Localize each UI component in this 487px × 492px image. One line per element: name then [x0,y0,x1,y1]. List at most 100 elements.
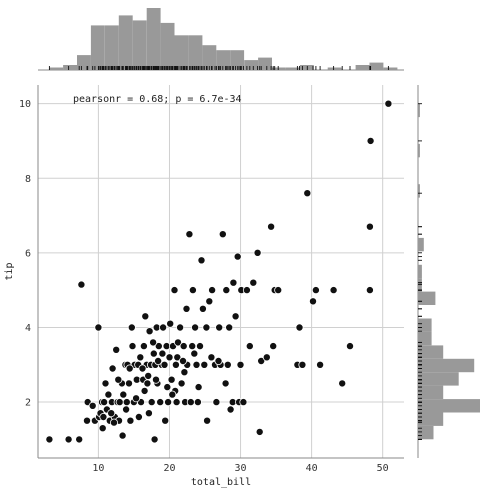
x-tick-label: 10 [92,463,104,474]
data-point [365,222,374,231]
data-point [136,353,145,362]
data-point [384,99,393,108]
data-point [212,398,221,407]
histogram-bar-y [418,412,444,426]
data-point [115,398,124,407]
y-tick-label: 10 [19,99,31,110]
data-point [262,353,271,362]
data-point [207,353,216,362]
data-point [229,278,238,287]
y-tick-label: 2 [25,398,31,409]
data-point [100,398,109,407]
data-point [77,280,86,289]
data-point [141,312,150,321]
x-tick-label: 40 [306,463,318,474]
y-tick-label: 8 [25,174,31,185]
data-point [125,364,134,373]
data-point [172,398,181,407]
data-point [203,416,212,425]
data-point [188,342,197,351]
data-point [122,405,131,414]
histogram-bar-x [258,57,272,70]
data-point [192,360,201,369]
x-axis-label: total_bill [191,477,251,488]
histogram-bar-y [418,264,422,279]
data-point [191,323,200,332]
data-point [94,323,103,332]
data-point [188,286,197,295]
data-point [145,327,154,336]
data-point [164,398,173,407]
histogram-bar-y [418,399,480,413]
data-point [110,418,119,427]
histogram-bar-x [132,20,147,70]
pearsonr-annotation: pearsonr = 0.68; p = 6.7e-34 [73,94,242,105]
data-point [195,342,204,351]
histogram-bar-y [418,237,424,252]
data-point [158,349,167,358]
histogram-bar-y [418,103,420,118]
data-point [122,398,131,407]
data-point [173,338,182,347]
data-point [114,375,123,384]
grid-lines [38,85,404,458]
data-point [180,368,189,377]
data-point [154,342,163,351]
histogram-bar-x [104,25,119,70]
histogram-bar-x [174,35,189,70]
histogram-bar-x [383,67,398,70]
data-point [132,394,141,403]
data-point [125,379,134,388]
data-point [140,386,149,395]
data-point [190,349,199,358]
data-point [167,375,176,384]
data-point [366,136,375,145]
data-point [329,286,338,295]
data-point [159,323,168,332]
y-tick-label: 4 [25,323,31,334]
data-point [223,360,232,369]
data-point [144,409,153,418]
histogram-bar-x [244,60,259,70]
data-point [236,360,245,369]
histogram-bar-y [418,385,444,399]
histogram-bar-x [355,65,370,70]
data-point [101,379,110,388]
data-point [222,286,231,295]
data-point [225,323,234,332]
data-point [45,435,54,444]
x-tick-label: 30 [235,463,247,474]
joint-axes: 10 20 30 40 50 2 4 6 8 10 pearsonr = 0.68; p = 6… [4,85,404,488]
histogram-bar-x [118,15,133,70]
histogram-bar-x [63,65,77,70]
data-point [171,360,180,369]
data-point [215,323,224,332]
histogram-bar-x [286,67,300,70]
data-point [147,398,156,407]
right-marginal-histogram [417,85,480,458]
data-point [267,222,276,231]
data-point [143,379,152,388]
data-point [151,375,160,384]
histogram-bar-x [188,35,203,70]
data-point [198,304,207,313]
data-point [160,360,169,369]
data-point [176,323,185,332]
data-point [165,353,174,362]
histogram-bar-x [369,62,384,70]
scatter-points [45,99,393,444]
plot-area [38,85,404,458]
data-point [205,297,214,306]
data-point [149,349,158,358]
histogram-bar-x [160,22,175,70]
data-point [138,364,147,373]
data-point [257,356,266,365]
data-point [134,412,143,421]
histogram-bar-x [327,67,342,70]
histogram-bar-y [418,372,459,386]
data-point [218,230,227,239]
x-tick-label: 20 [163,463,175,474]
data-point [88,401,97,410]
data-point [249,278,258,287]
